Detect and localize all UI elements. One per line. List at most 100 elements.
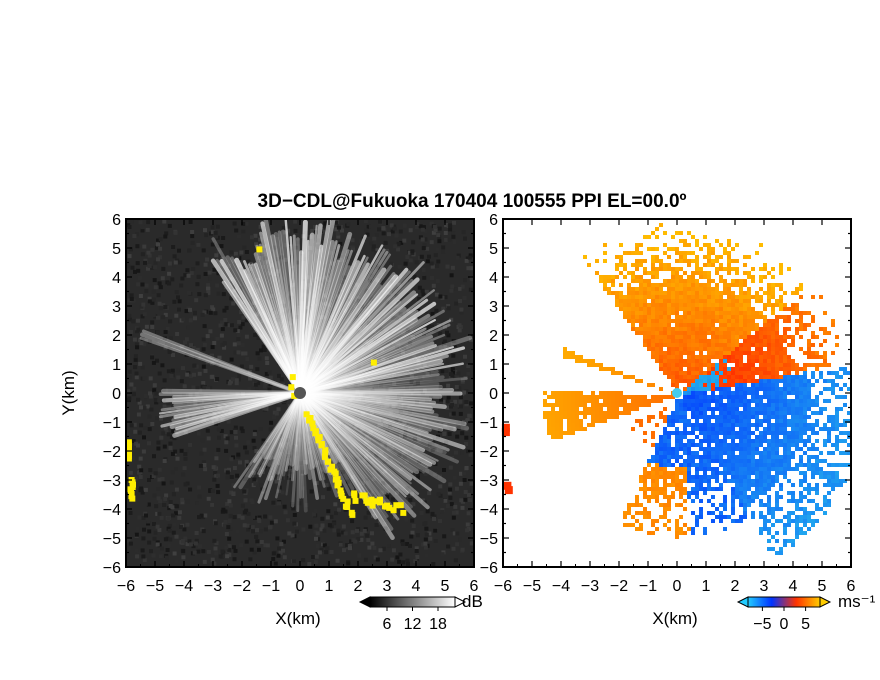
velocity-pixel — [775, 371, 779, 375]
noise-pixel — [197, 515, 201, 520]
velocity-pixel — [755, 383, 759, 387]
velocity-pixel — [619, 255, 623, 259]
velocity-pixel — [783, 331, 787, 335]
velocity-pixel — [679, 375, 683, 379]
noise-pixel — [251, 438, 256, 443]
noise-pixel — [399, 429, 404, 434]
noise-pixel — [165, 326, 170, 331]
velocity-pixel — [635, 331, 639, 335]
noise-pixel — [423, 229, 428, 234]
noise-pixel — [400, 541, 405, 546]
velocity-pixel — [603, 391, 607, 395]
noise-pixel — [464, 466, 469, 470]
velocity-pixel — [799, 415, 803, 419]
velocity-pixel — [783, 439, 787, 443]
velocity-pixel — [639, 291, 643, 295]
noise-pixel — [140, 314, 145, 319]
noise-pixel — [244, 488, 249, 493]
velocity-pixel — [715, 291, 719, 295]
velocity-pixel — [655, 271, 659, 275]
noise-pixel — [159, 435, 164, 440]
velocity-pixel — [771, 331, 775, 335]
noise-pixel — [464, 258, 469, 263]
velocity-pixel — [763, 375, 767, 379]
noise-pixel — [240, 515, 245, 520]
velocity-pixel — [803, 387, 807, 391]
velocity-pixel — [599, 279, 603, 283]
noise-pixel — [167, 388, 172, 393]
velocity-pixel — [743, 459, 747, 463]
noise-pixel — [469, 276, 474, 281]
velocity-pixel — [747, 351, 751, 355]
noise-pixel — [155, 542, 160, 547]
snr-ray — [298, 376, 468, 395]
noise-pixel — [445, 405, 450, 410]
noise-pixel — [260, 464, 265, 469]
velocity-pixel — [707, 431, 711, 435]
velocity-pixel — [655, 259, 659, 263]
velocity-pixel — [643, 299, 647, 303]
velocity-pixel — [691, 463, 695, 467]
noise-pixel — [369, 296, 374, 301]
noise-pixel — [385, 429, 390, 434]
velocity-pixel — [807, 363, 811, 367]
velocity-pixel — [667, 311, 671, 315]
velocity-pixel — [727, 443, 731, 447]
snr-ray — [298, 391, 352, 497]
noise-pixel — [255, 528, 260, 533]
velocity-pixel — [691, 235, 695, 239]
velocity-pixel — [711, 447, 715, 451]
velocity-pixel — [843, 451, 847, 455]
velocity-pixel — [667, 371, 671, 375]
velocity-pixel — [663, 427, 667, 431]
noise-pixel — [423, 237, 428, 242]
snr-ray — [298, 249, 353, 395]
noise-pixel — [284, 243, 289, 248]
velocity-pixel — [823, 399, 827, 403]
velocity-pixel — [735, 471, 739, 475]
velocity-pixel — [711, 407, 715, 411]
velocity-pixel — [647, 459, 651, 463]
noise-pixel — [137, 430, 142, 435]
noise-pixel — [362, 528, 367, 533]
velocity-pixel — [815, 439, 819, 443]
noise-pixel — [364, 228, 369, 233]
noise-pixel — [423, 537, 428, 542]
noise-pixel — [336, 225, 341, 230]
noise-pixel — [362, 405, 367, 410]
velocity-pixel — [775, 303, 779, 307]
noise-pixel — [459, 498, 464, 503]
velocity-pixel — [735, 375, 739, 379]
velocity-pixel — [627, 295, 631, 299]
velocity-pixel — [691, 287, 695, 291]
noise-pixel — [260, 470, 265, 475]
velocity-pixel — [687, 263, 691, 267]
velocity-pixel — [687, 275, 691, 279]
velocity-pixel — [651, 399, 655, 403]
velocity-pixel — [667, 335, 671, 339]
noise-pixel — [181, 366, 185, 371]
velocity-pixel — [763, 355, 767, 359]
noise-pixel — [233, 425, 238, 430]
velocity-pixel — [727, 295, 731, 299]
noise-pixel — [440, 295, 445, 300]
velocity-pixel — [843, 423, 847, 427]
noise-pixel — [385, 387, 390, 391]
noise-pixel — [291, 231, 296, 236]
velocity-pixel — [755, 411, 759, 415]
y-tick-label: 5 — [112, 241, 121, 258]
noise-pixel — [147, 441, 151, 446]
noise-pixel — [181, 421, 186, 426]
noise-pixel — [303, 404, 308, 409]
velocity-pixel — [727, 431, 731, 435]
velocity-pixel — [555, 399, 559, 403]
velocity-pixel — [763, 303, 767, 307]
velocity-pixel — [691, 299, 695, 303]
noise-pixel — [439, 397, 444, 402]
velocity-pixel — [695, 371, 699, 375]
velocity-pixel — [755, 399, 759, 403]
noise-pixel — [253, 233, 258, 238]
velocity-pixel — [563, 351, 567, 355]
velocity-pixel — [703, 451, 707, 455]
velocity-pixel — [739, 411, 743, 415]
